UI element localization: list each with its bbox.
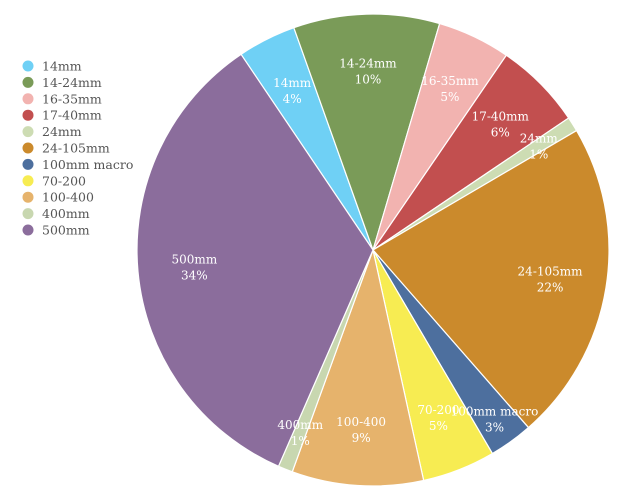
slice-label-400mm: 400mm	[277, 418, 323, 432]
legend-swatch-70-200	[22, 175, 34, 187]
slice-percent-100-400: 9%	[352, 431, 371, 445]
legend-label-14mm: 14mm	[42, 59, 82, 74]
legend-swatch-500mm	[22, 224, 34, 236]
legend-swatch-14-24mm	[22, 76, 34, 88]
slice-label-100-400: 100-400	[336, 415, 386, 429]
slice-percent-70-200: 5%	[429, 419, 448, 433]
slice-label-100mm-macro: 100mm macro	[451, 404, 539, 418]
legend-label-100-400: 100-400	[42, 190, 94, 205]
slice-label-500mm: 500mm	[172, 252, 218, 266]
legend-label-24mm: 24mm	[42, 124, 82, 139]
slice-label-24mm: 24mm	[520, 132, 559, 146]
pie-slices	[136, 13, 610, 487]
slice-label-24-105mm: 24-105mm	[518, 265, 584, 279]
pie-slice-100-400	[291, 247, 425, 487]
legend-swatch-24mm	[22, 126, 34, 138]
slice-label-16-35mm: 16-35mm	[421, 74, 479, 88]
legend-label-16-35mm: 16-35mm	[42, 91, 102, 106]
legend-swatch-400mm	[22, 208, 34, 220]
slice-percent-400mm: 1%	[291, 434, 310, 448]
slice-percent-16-35mm: 5%	[440, 90, 459, 104]
legend-label-24-105mm: 24-105mm	[42, 141, 110, 156]
legend-swatch-17-40mm	[22, 109, 34, 121]
legend-label-17-40mm: 17-40mm	[42, 108, 102, 123]
slice-label-14-24mm: 14-24mm	[339, 57, 397, 71]
legend-swatch-14mm	[22, 60, 34, 72]
slice-percent-24-105mm: 22%	[537, 281, 564, 295]
slice-percent-500mm: 34%	[181, 268, 208, 282]
slice-labels: 14mm 4% 14-24mm 10% 16-35mm 5% 17-40mm 6% 24mm 1%…	[172, 57, 584, 448]
legend-label-100mm-macro: 100mm macro	[42, 157, 133, 172]
slice-label-17-40mm: 17-40mm	[472, 110, 530, 124]
legend: 14mm14-24mm16-35mm17-40mm24mm24-105mm100…	[22, 59, 133, 238]
legend-swatch-16-35mm	[22, 93, 34, 105]
legend-label-14-24mm: 14-24mm	[42, 75, 102, 90]
slice-percent-17-40mm: 6%	[491, 126, 510, 140]
legend-swatch-100-400	[22, 191, 34, 203]
slice-label-70-200: 70-200	[417, 403, 459, 417]
slice-label-14mm: 14mm	[273, 76, 312, 90]
pie-slice-500mm	[136, 53, 374, 468]
slice-percent-24mm: 1%	[529, 148, 548, 162]
pie-slice-14-24mm	[293, 13, 441, 252]
slice-percent-100mm-macro: 3%	[485, 420, 504, 434]
slice-percent-14-24mm: 10%	[355, 73, 382, 87]
slice-percent-14mm: 4%	[283, 92, 302, 106]
legend-label-70-200: 70-200	[42, 173, 86, 188]
legend-label-400mm: 400mm	[42, 206, 90, 221]
legend-swatch-100mm-macro	[22, 158, 34, 170]
legend-label-500mm: 500mm	[42, 223, 90, 238]
pie-slice-24-105mm	[372, 129, 610, 429]
legend-swatch-24-105mm	[22, 142, 34, 154]
